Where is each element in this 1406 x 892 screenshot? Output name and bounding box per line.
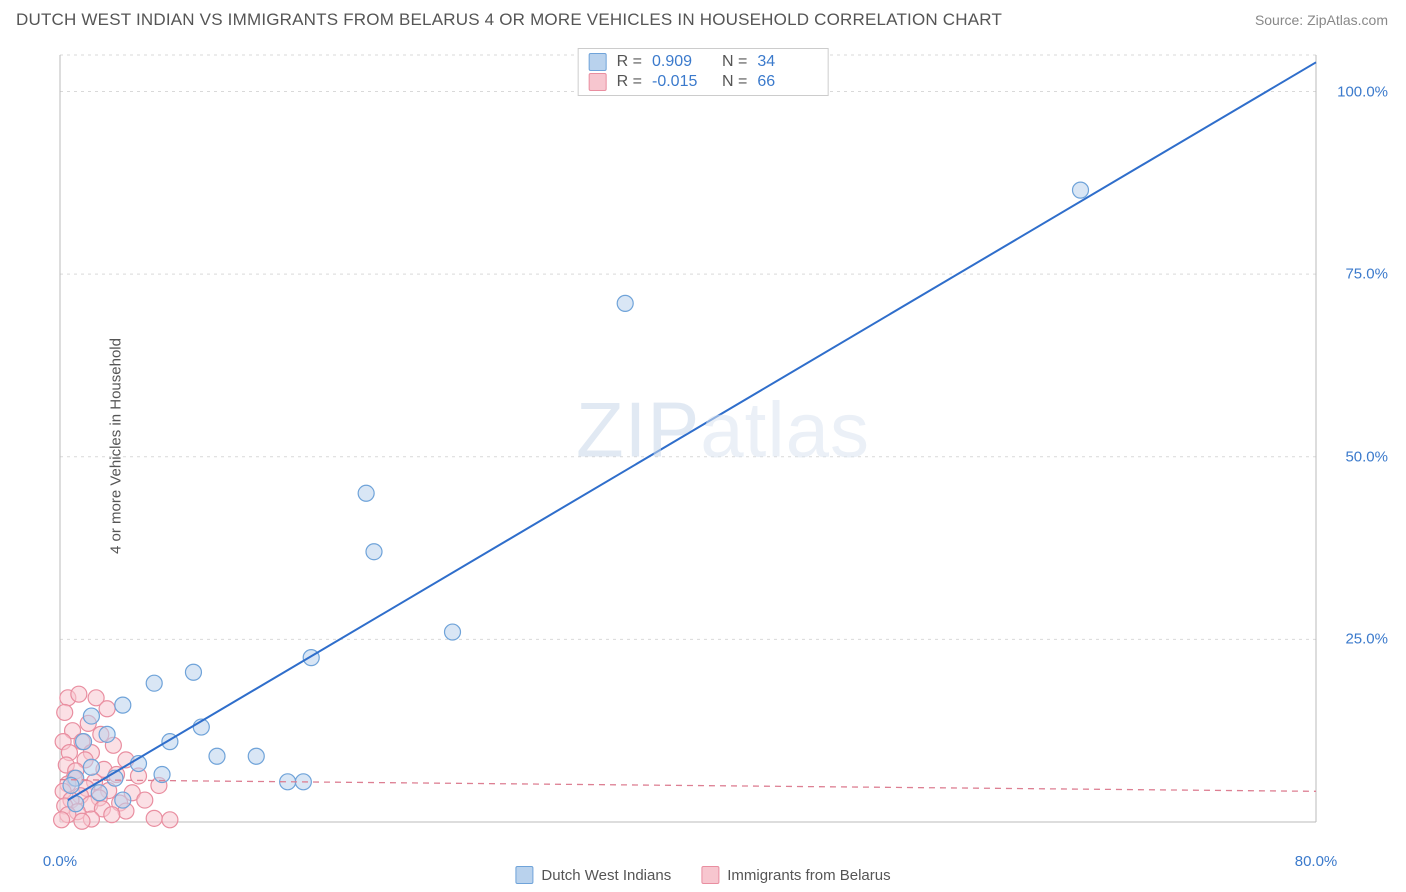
y-tick-label: 50.0% [1345,448,1388,465]
stat-n-label: N = [722,73,747,91]
stat-n-value: 66 [757,73,817,91]
stat-r-label: R = [617,53,642,71]
series-legend: Dutch West Indians Immigrants from Belar… [515,866,890,884]
stat-n-label: N = [722,53,747,71]
swatch-icon [589,73,607,91]
stats-legend-box: R = 0.909 N = 34 R = -0.015 N = 66 [578,48,829,96]
swatch-icon [589,53,607,71]
x-tick-label: 80.0% [1295,853,1338,870]
y-tick-label: 75.0% [1345,266,1388,283]
stats-row: R = -0.015 N = 66 [589,73,818,91]
stat-r-value: -0.015 [652,73,712,91]
stat-r-label: R = [617,73,642,91]
x-tick-label: 0.0% [43,853,77,870]
legend-label: Immigrants from Belarus [727,867,890,884]
chart-svg [50,45,1396,847]
source-attribution: Source: ZipAtlas.com [1255,12,1388,28]
legend-label: Dutch West Indians [541,867,671,884]
stat-n-value: 34 [757,53,817,71]
stat-r-value: 0.909 [652,53,712,71]
chart-title: DUTCH WEST INDIAN VS IMMIGRANTS FROM BEL… [16,10,1002,30]
legend-item: Dutch West Indians [515,866,671,884]
y-tick-label: 100.0% [1337,83,1388,100]
legend-item: Immigrants from Belarus [701,866,890,884]
stats-row: R = 0.909 N = 34 [589,53,818,71]
plot-area: ZIPatlas [50,45,1396,847]
swatch-icon [515,866,533,884]
y-tick-label: 25.0% [1345,631,1388,648]
swatch-icon [701,866,719,884]
